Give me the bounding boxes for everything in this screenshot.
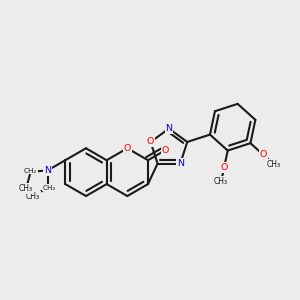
- Text: CH₃: CH₃: [19, 184, 33, 193]
- Text: N: N: [44, 166, 51, 175]
- Text: O: O: [161, 146, 169, 155]
- Text: CH₃: CH₃: [214, 177, 228, 186]
- Text: O: O: [147, 137, 154, 146]
- Text: O: O: [220, 163, 228, 172]
- Text: N: N: [165, 124, 172, 133]
- Text: O: O: [124, 144, 131, 153]
- Text: N: N: [177, 159, 184, 168]
- Text: CH₂: CH₂: [24, 168, 37, 174]
- Text: CH₃: CH₃: [26, 192, 40, 201]
- Text: CH₃: CH₃: [267, 160, 281, 169]
- Text: CH₂: CH₂: [42, 184, 56, 190]
- Text: O: O: [260, 150, 267, 159]
